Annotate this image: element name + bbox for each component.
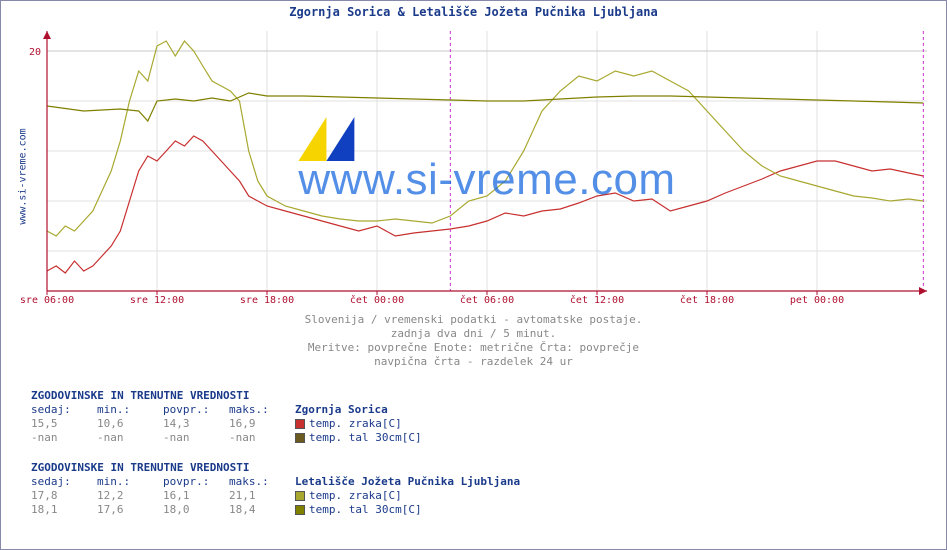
col-header: povpr.: [163, 403, 229, 417]
series-label: temp. tal 30cm[C] [295, 503, 528, 517]
x-tick-label: čet 18:00 [680, 295, 734, 306]
legend-block-2: ZGODOVINSKE IN TRENUTNE VREDNOSTI sedaj:… [31, 461, 528, 517]
svg-text:20: 20 [29, 47, 41, 58]
stat-val: 10,6 [97, 417, 163, 431]
x-tick-label: pet 00:00 [790, 295, 844, 306]
stat-val: 17,6 [97, 503, 163, 517]
stat-val: 15,5 [31, 417, 97, 431]
col-header: sedaj: [31, 403, 97, 417]
stat-val: 21,1 [229, 489, 295, 503]
stats-table-1: sedaj: min.: povpr.: maks.: Zgornja Sori… [31, 403, 430, 445]
col-header: maks.: [229, 403, 295, 417]
stats-table-2: sedaj: min.: povpr.: maks.: Letališče Jo… [31, 475, 528, 517]
stat-val: -nan [163, 431, 229, 445]
series-label: temp. zraka[C] [295, 417, 430, 431]
stat-val: -nan [229, 431, 295, 445]
stat-val: 14,3 [163, 417, 229, 431]
series-label: temp. tal 30cm[C] [295, 431, 430, 445]
stat-val: -nan [97, 431, 163, 445]
stat-val: 18,4 [229, 503, 295, 517]
stat-val: 16,1 [163, 489, 229, 503]
x-tick-label: sre 06:00 [20, 295, 74, 306]
chart-svg: 20 [47, 31, 927, 291]
swatch-icon [295, 505, 305, 515]
x-tick-label: sre 12:00 [130, 295, 184, 306]
stat-val: 18,0 [163, 503, 229, 517]
x-tick-label: sre 18:00 [240, 295, 294, 306]
legend-block-1: ZGODOVINSKE IN TRENUTNE VREDNOSTI sedaj:… [31, 389, 430, 445]
swatch-icon [295, 491, 305, 501]
x-axis-labels: sre 06:00sre 12:00sre 18:00čet 00:00čet … [47, 295, 927, 309]
swatch-icon [295, 419, 305, 429]
chart-title: Zgornja Sorica & Letališče Jožeta Pučnik… [1, 1, 946, 19]
col-header: povpr.: [163, 475, 229, 489]
col-header: min.: [97, 475, 163, 489]
col-header: min.: [97, 403, 163, 417]
x-tick-label: čet 00:00 [350, 295, 404, 306]
subtitle-line: navpična črta - razdelek 24 ur [1, 355, 946, 369]
subtitle-line: zadnja dva dni / 5 minut. [1, 327, 946, 341]
legend-title: Letališče Jožeta Pučnika Ljubljana [295, 475, 528, 489]
swatch-icon [295, 433, 305, 443]
legend-title: Zgornja Sorica [295, 403, 430, 417]
legend-header: ZGODOVINSKE IN TRENUTNE VREDNOSTI [31, 389, 430, 403]
y-axis-label: www.si-vreme.com [18, 128, 29, 224]
stat-val: -nan [31, 431, 97, 445]
subtitle-line: Meritve: povprečne Enote: metrične Črta:… [1, 341, 946, 355]
chart-subtitle: Slovenija / vremenski podatki - avtomats… [1, 313, 946, 369]
subtitle-line: Slovenija / vremenski podatki - avtomats… [1, 313, 946, 327]
legend-header: ZGODOVINSKE IN TRENUTNE VREDNOSTI [31, 461, 528, 475]
x-tick-label: čet 12:00 [570, 295, 624, 306]
col-header: sedaj: [31, 475, 97, 489]
series-label: temp. zraka[C] [295, 489, 528, 503]
stat-val: 12,2 [97, 489, 163, 503]
chart-area: 20 www.si-vreme.com [47, 31, 927, 291]
stat-val: 17,8 [31, 489, 97, 503]
stat-val: 16,9 [229, 417, 295, 431]
x-tick-label: čet 06:00 [460, 295, 514, 306]
stat-val: 18,1 [31, 503, 97, 517]
col-header: maks.: [229, 475, 295, 489]
